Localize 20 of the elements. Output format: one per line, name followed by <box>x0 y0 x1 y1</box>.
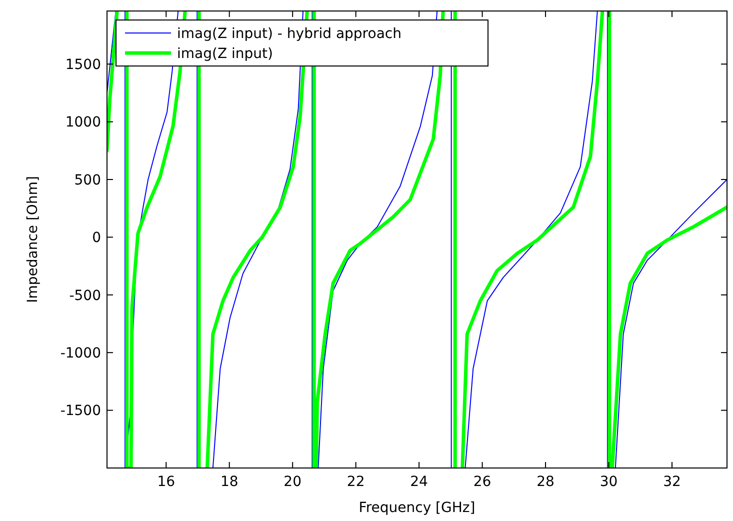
y-tick-label: 500 <box>74 172 101 188</box>
y-tick-label: -500 <box>69 288 101 304</box>
x-tick-label: 18 <box>220 474 238 490</box>
y-tick-label: 1500 <box>65 56 101 73</box>
x-tick-label: 24 <box>410 474 428 490</box>
x-tick-label: 20 <box>284 474 302 490</box>
y-tick-label: 0 <box>92 230 101 246</box>
y-tick-label: -1000 <box>60 345 101 362</box>
x-tick-label: 16 <box>157 474 176 490</box>
x-tick-label: 28 <box>536 474 554 490</box>
y-axis-title: Impedance [Ohm] <box>25 176 41 303</box>
x-tick-label: 30 <box>600 474 618 490</box>
legend-label: imag(Z input) - hybrid approach <box>177 26 402 42</box>
y-tick-label: -1500 <box>60 403 101 420</box>
legend-label: imag(Z input) <box>177 46 273 62</box>
x-tick-label: 22 <box>346 474 365 490</box>
x-tick-label: 26 <box>473 474 492 490</box>
y-tick-label: 1000 <box>65 114 101 131</box>
x-tick-label: 32 <box>663 474 681 490</box>
x-axis-title: Frequency [GHz] <box>358 500 476 516</box>
